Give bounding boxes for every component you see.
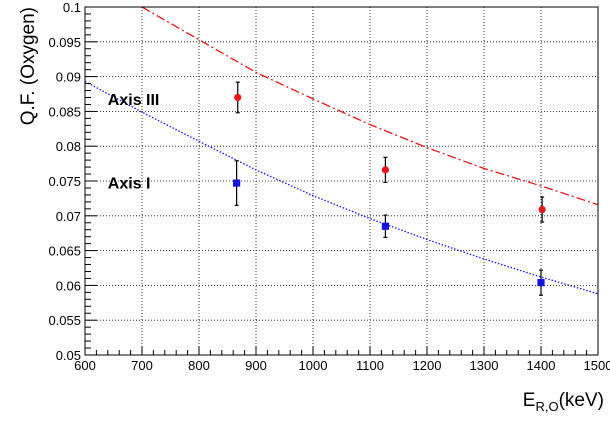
x-axis-title-base: E: [523, 390, 536, 411]
x-tick-label: 800: [188, 358, 210, 373]
x-axis-title-suffix: (keV): [559, 390, 604, 411]
x-tick-label: 1400: [527, 358, 556, 373]
y-tick-label: 0.05: [56, 348, 81, 363]
fit-curve-0: [141, 6, 599, 206]
y-tick-label: 0.085: [48, 104, 81, 119]
axis-ticks: [84, 6, 599, 356]
data-points: [233, 81, 546, 296]
x-tick-label: 1100: [356, 358, 384, 373]
data-point-circle-0: [538, 205, 546, 214]
y-tick-label: 0.1: [63, 0, 81, 15]
data-point-square-1: [233, 179, 241, 187]
grid: [85, 7, 598, 355]
y-tick-label: 0.075: [48, 174, 81, 189]
x-tick-label: 700: [131, 358, 153, 373]
x-axis-title: ER,O(keV): [523, 390, 604, 414]
x-tick-label: 900: [245, 358, 267, 373]
x-tick-labels: 600 700 800 900 1000 1100 1200 1300 1400 1500: [74, 358, 610, 373]
data-point-square-1: [381, 222, 389, 230]
fit-curve-1: [84, 80, 599, 295]
data-point-square-1: [537, 279, 545, 287]
fit-curves: [84, 6, 599, 295]
x-axis-title-subscript: R,O: [535, 399, 558, 414]
y-tick-label: 0.065: [48, 244, 81, 259]
y-tick-label: 0.055: [48, 313, 81, 328]
x-tick-label: 1300: [470, 358, 499, 373]
y-tick-label: 0.095: [48, 35, 81, 50]
series-labels: Axis III Axis I: [108, 92, 160, 193]
x-tick-label: 600: [74, 358, 96, 373]
y-tick-labels: 0.05 0.055 0.06 0.065 0.07 0.075 0.08 0.085 0.09…: [48, 0, 81, 363]
x-tick-label: 1200: [413, 358, 442, 373]
series-label-1: Axis I: [108, 175, 151, 192]
data-point-circle-0: [234, 93, 242, 102]
y-tick-label: 0.08: [56, 139, 81, 154]
y-tick-label: 0.06: [56, 278, 81, 293]
series-label-0: Axis III: [108, 92, 160, 109]
data-point-circle-0: [381, 166, 389, 174]
y-tick-label: 0.07: [56, 209, 81, 224]
x-tick-label: 1000: [299, 358, 328, 373]
x-tick-label: 1500: [584, 358, 610, 373]
y-axis-title: Q.F. (Oxygen): [18, 7, 39, 125]
y-tick-label: 0.09: [56, 70, 81, 85]
